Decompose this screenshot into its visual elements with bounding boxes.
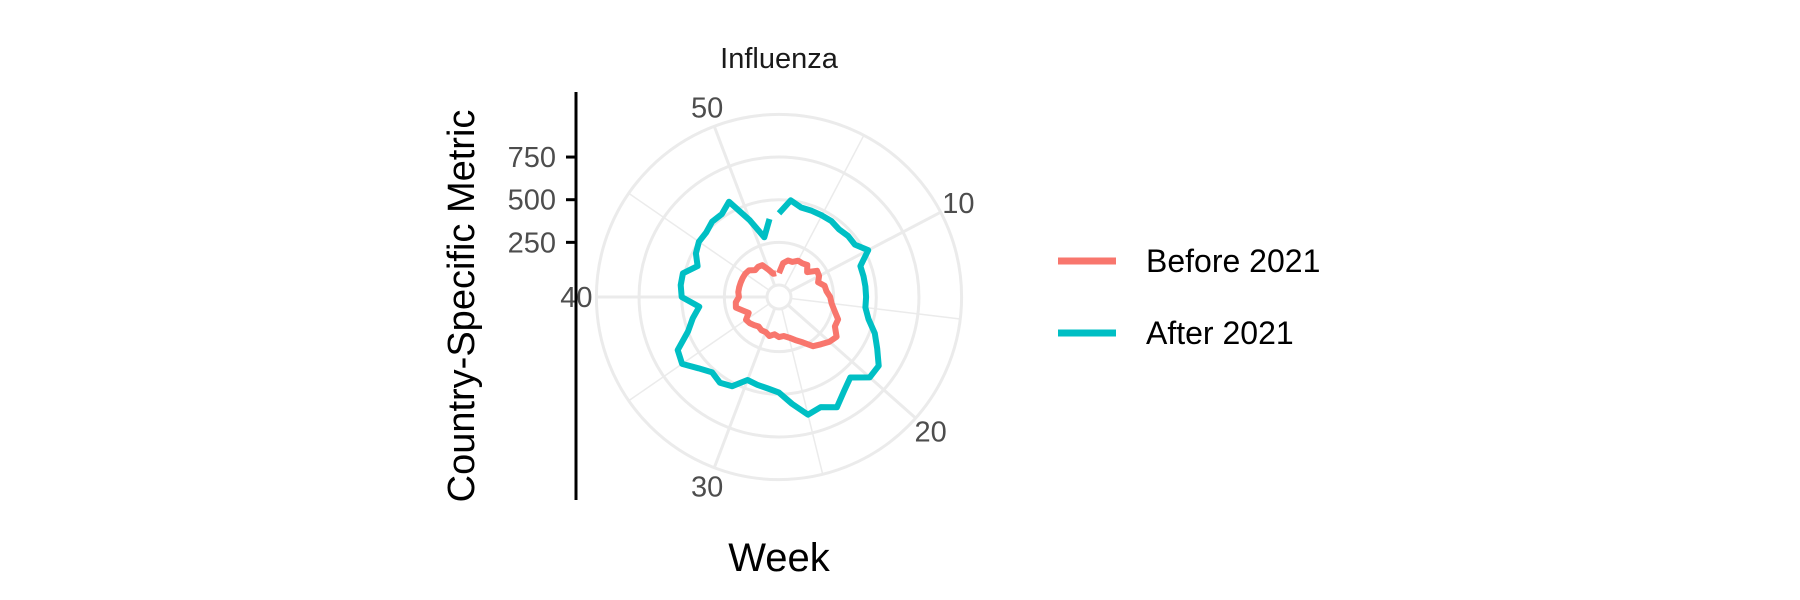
y-tick-label: 750 bbox=[508, 142, 556, 174]
series-line-after-2021 bbox=[674, 197, 882, 418]
y-tick-label: 500 bbox=[508, 185, 556, 217]
series-line-before-2021 bbox=[732, 257, 842, 350]
week-tick-label: 30 bbox=[691, 471, 723, 503]
grid-ring bbox=[765, 283, 793, 311]
grid-spoke bbox=[712, 125, 777, 287]
week-tick-label: 20 bbox=[915, 416, 947, 448]
legend-label: After 2021 bbox=[1146, 315, 1294, 351]
series-lines bbox=[674, 197, 882, 418]
week-tick-label: 10 bbox=[942, 188, 974, 220]
grid-spoke bbox=[781, 308, 824, 475]
panel-title: Influenza bbox=[720, 43, 839, 75]
y-axis-ticks: 250 500 750 bbox=[508, 142, 576, 259]
legend: Before 2021 After 2021 bbox=[1058, 243, 1320, 351]
y-tick-label: 250 bbox=[508, 227, 556, 259]
week-tick-label: 50 bbox=[691, 93, 723, 125]
grid-spoke bbox=[790, 297, 961, 320]
x-axis-title: Week bbox=[728, 536, 831, 580]
legend-label: Before 2021 bbox=[1146, 243, 1320, 279]
y-axis-title: Country-Specific Metric bbox=[441, 110, 483, 503]
grid-spoke bbox=[786, 303, 917, 420]
polar-grid bbox=[594, 112, 964, 482]
